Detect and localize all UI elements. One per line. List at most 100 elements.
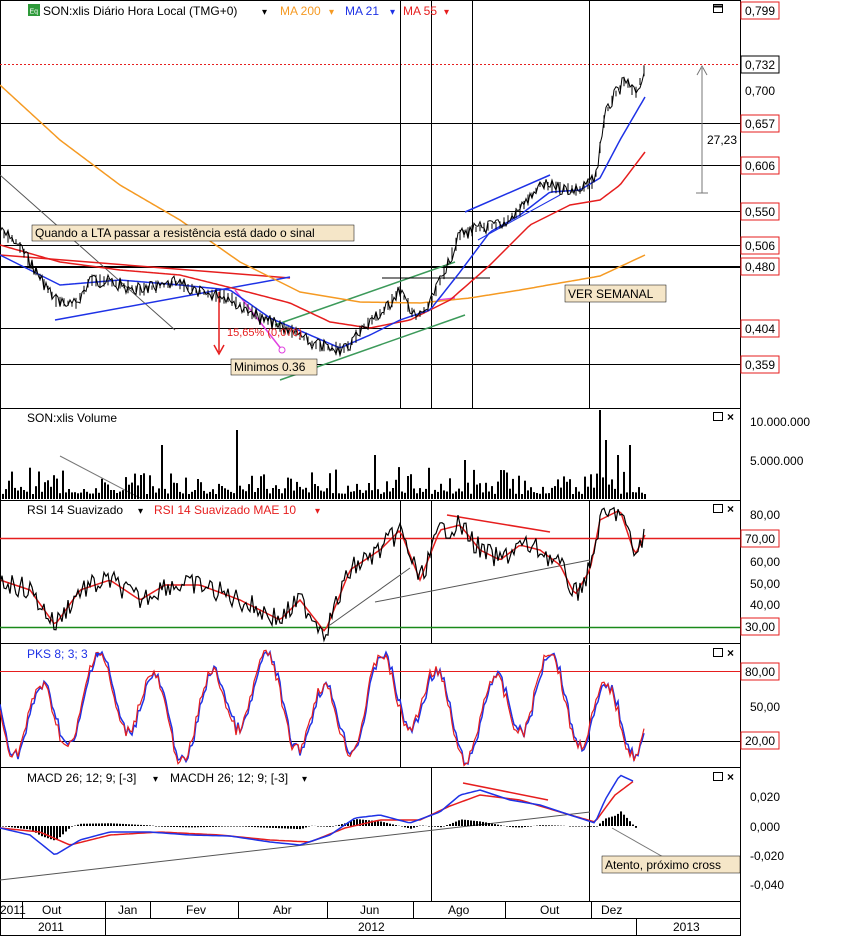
volume-bar (23, 490, 25, 499)
macd-hist-bar (104, 823, 106, 826)
volume-bar (455, 491, 457, 499)
macd-hist-bar (83, 823, 85, 826)
volume-bar (488, 491, 490, 499)
volume-bar (131, 482, 133, 499)
volume-bar (428, 467, 430, 499)
macd-label-0000: 0,000 (750, 820, 780, 834)
macd-hist-bar (413, 826, 415, 828)
pks-dropdown-icon[interactable]: ▾ (95, 650, 100, 661)
legend-ma21-dropdown-icon[interactable]: ▾ (390, 7, 395, 18)
month-label-out: Out (42, 903, 62, 917)
macd-hist-bar (437, 826, 439, 827)
macdh-title: MACDH 26; 12; 9; [-3] (170, 771, 288, 785)
pks-maximize-icon[interactable] (713, 648, 723, 657)
rsi-ma-dropdown-icon[interactable]: ▾ (315, 506, 320, 517)
macd-hist-bar (434, 826, 436, 827)
volume-bar (275, 485, 277, 499)
price-grid (0, 64, 740, 365)
volume-bar (542, 486, 544, 499)
volume-bar (419, 488, 421, 499)
volume-bar (113, 490, 115, 499)
macd-content (0, 774, 666, 881)
rsi-dropdown-icon[interactable]: ▾ (138, 506, 143, 517)
title-dropdown-icon[interactable]: ▾ (262, 7, 267, 18)
macd-hist-bar (86, 823, 88, 826)
price-header: Eq SON:xlis Diário Hora Local (TMG+0) ▾ … (28, 4, 723, 18)
macd-hist-bar (521, 826, 523, 828)
volume-bar (464, 460, 466, 499)
macd-hist-bar (605, 818, 607, 827)
volume-bar (590, 474, 592, 499)
macd-hist-bar (47, 826, 49, 839)
month-label-out2: Out (540, 903, 560, 917)
macd-hist-bar (11, 826, 13, 828)
volume-bar (566, 481, 568, 499)
macd-hist-bar (191, 826, 193, 828)
rsi-label-30: 30,00 (745, 620, 775, 634)
rsi-title: RSI 14 Suavizado (27, 503, 123, 517)
macd-hist-bar (59, 826, 61, 838)
macd-hist-bar (188, 826, 190, 828)
macd-maximize-icon[interactable] (713, 772, 723, 781)
volume-bar (74, 492, 76, 499)
eq-badge-text: Eq (30, 9, 39, 16)
volume-bar (506, 472, 508, 499)
volume-bar (89, 493, 91, 499)
volume-bar (269, 493, 271, 499)
volume-bar (170, 473, 172, 499)
volume-maximize-icon[interactable] (713, 412, 723, 421)
volume-bar (368, 483, 370, 499)
price-maximize-icon[interactable] (713, 4, 723, 13)
macd-hist-bar (53, 826, 55, 841)
macd-hist-bar (41, 826, 43, 837)
volume-close-icon[interactable]: × (727, 410, 734, 424)
volume-bar (32, 494, 34, 499)
volume-bar (500, 470, 502, 499)
macd-close-icon[interactable]: × (727, 770, 734, 784)
rsi-label-50: 50,00 (750, 577, 780, 591)
rsi-close-icon[interactable]: × (727, 502, 734, 516)
macd-hist-bar (32, 826, 34, 831)
rsi-divergence-line (446, 514, 551, 533)
volume-bar (5, 489, 7, 499)
volume-bar (134, 473, 136, 499)
volume-bar (344, 493, 346, 499)
macd-hist-bar (473, 820, 475, 826)
pks-close-icon[interactable]: × (727, 646, 734, 660)
legend-ma21[interactable]: MA 21 (345, 4, 379, 18)
legend-ma55-dropdown-icon[interactable]: ▾ (444, 7, 449, 18)
rsi-label-40: 40,00 (750, 598, 780, 612)
macd-hist-bar (386, 822, 388, 826)
vertical-markers (400, 0, 590, 901)
year-label-2012: 2012 (358, 920, 385, 934)
volume-bar (140, 475, 142, 499)
macdh-dropdown-icon[interactable]: ▾ (302, 774, 307, 785)
volume-bar (452, 493, 454, 499)
price-bars (0, 65, 645, 356)
macd-dropdown-icon[interactable]: ▾ (153, 774, 158, 785)
legend-ma200-dropdown-icon[interactable]: ▾ (329, 7, 334, 18)
pks-label-box-20 (740, 731, 780, 750)
macd-annotation-box (601, 855, 741, 874)
volume-bar (638, 487, 640, 499)
volume-bar (56, 478, 58, 499)
rsi-maximize-icon[interactable] (713, 504, 723, 513)
legend-ma200[interactable]: MA 200 (280, 4, 321, 18)
time-labels: 2011 Out Jan Fev Abr Jun Ago Out Dez 201… (0, 903, 700, 934)
macd-hist-bar (242, 826, 244, 827)
legend-ma55[interactable]: MA 55 (403, 4, 437, 18)
macd-hist-bar (596, 826, 598, 827)
macd-hist-bar (170, 826, 172, 827)
volume-bar (614, 488, 616, 499)
volume-bar (107, 484, 109, 499)
macd-hist-bar (266, 826, 268, 828)
volume-bar (404, 492, 406, 499)
macd-hist-bar (452, 822, 454, 826)
macd-hist-bar (281, 826, 283, 829)
volume-bar (263, 474, 265, 499)
volume-bar (473, 469, 475, 499)
macd-hist-bar (506, 826, 508, 827)
macd-hist-bar (449, 824, 451, 826)
volume-bar (101, 478, 103, 499)
